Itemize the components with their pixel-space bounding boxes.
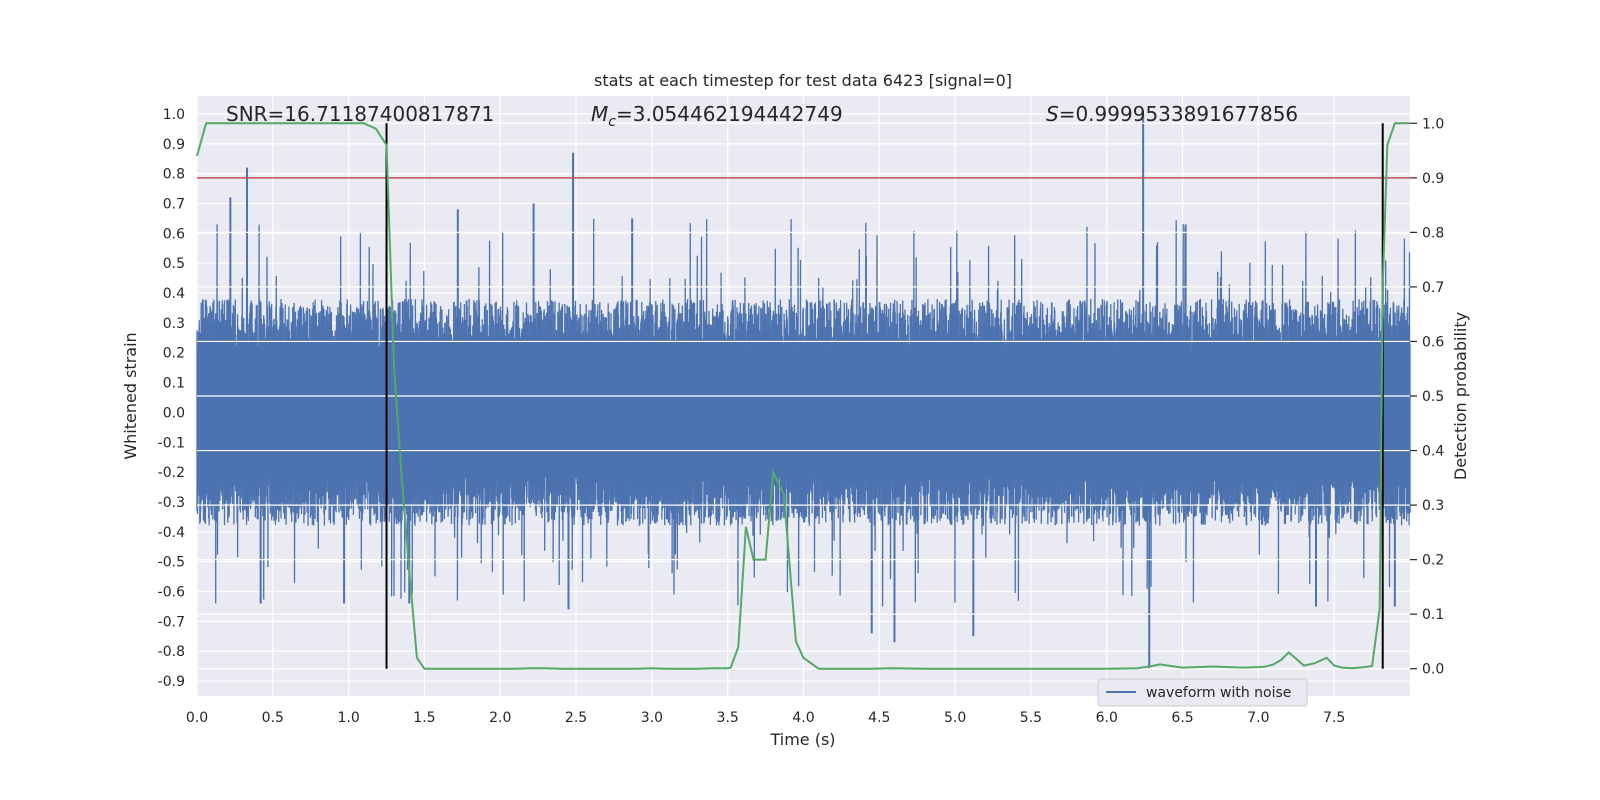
x-tick-label-1: 0.5 xyxy=(262,710,284,726)
right-tick-label-2: 0.8 xyxy=(1422,225,1444,241)
left-tick-label-15: -0.5 xyxy=(158,555,185,571)
chirp-mass-annotation: Mc=3.054462194442749 xyxy=(591,102,843,130)
right-tick-label-10: 0.0 xyxy=(1422,662,1444,678)
snr-annotation: SNR=16.71187400817871 xyxy=(226,102,494,126)
left-tick-label-4: 0.6 xyxy=(163,226,185,242)
left-tick-label-18: -0.8 xyxy=(158,644,185,660)
waveform-line xyxy=(196,218,1411,607)
legend-box xyxy=(1097,678,1308,707)
right-tick-label-9: 0.1 xyxy=(1422,607,1444,623)
s-symbol: S xyxy=(1046,102,1059,126)
s-annotation: S=0.9999533891677856 xyxy=(1046,102,1298,126)
left-tick-label-16: -0.6 xyxy=(158,585,185,601)
right-tick-label-5: 0.5 xyxy=(1422,389,1444,405)
chirp-mass-symbol: M xyxy=(591,102,608,126)
right-y-axis-label: Detection probability xyxy=(1451,312,1470,480)
left-tick-label-7: 0.3 xyxy=(163,316,185,332)
x-tick-label-4: 2.0 xyxy=(489,710,511,726)
left-tick-label-10: 0.0 xyxy=(163,405,185,421)
vertical-markers xyxy=(385,123,1384,669)
x-tick-label-13: 6.5 xyxy=(1171,710,1193,726)
x-tick-label-8: 4.0 xyxy=(792,710,814,726)
legend-label: waveform with noise xyxy=(1146,685,1291,701)
right-tick-label-0: 1.0 xyxy=(1422,116,1444,132)
right-tick-label-7: 0.3 xyxy=(1422,498,1444,514)
x-axis-ticks: 0.0 0.5 1.0 1.5 2.0 2.5 3.0 3.5 4.0 4.5 5.0 5.5 6.0 6… xyxy=(186,710,1345,726)
x-tick-label-5: 2.5 xyxy=(565,710,587,726)
left-tick-label-17: -0.7 xyxy=(158,614,185,630)
left-tick-label-11: -0.1 xyxy=(158,435,185,451)
right-tick-label-3: 0.7 xyxy=(1422,280,1444,296)
left-tick-label-14: -0.4 xyxy=(158,525,185,541)
left-tick-label-13: -0.3 xyxy=(158,495,185,511)
right-tick-label-6: 0.4 xyxy=(1422,444,1444,460)
x-tick-label-7: 3.5 xyxy=(717,710,739,726)
right-tick-label-4: 0.6 xyxy=(1422,334,1444,350)
left-tick-label-2: 0.8 xyxy=(163,167,185,183)
x-tick-label-12: 6.0 xyxy=(1096,710,1118,726)
x-tick-label-10: 5.0 xyxy=(944,710,966,726)
x-axis-label: Time (s) xyxy=(769,730,835,749)
left-tick-label-5: 0.5 xyxy=(163,256,185,272)
left-y-axis-label: Whitened strain xyxy=(121,332,140,459)
x-tick-label-15: 7.5 xyxy=(1323,710,1345,726)
left-tick-label-0: 1.0 xyxy=(163,107,185,123)
left-tick-label-3: 0.7 xyxy=(163,196,185,212)
x-tick-label-3: 1.5 xyxy=(413,710,435,726)
x-tick-label-14: 7.0 xyxy=(1247,710,1269,726)
x-tick-label-9: 4.5 xyxy=(868,710,890,726)
x-tick-label-0: 0.0 xyxy=(186,710,208,726)
left-axis-ticks: 1.0 0.9 0.8 0.7 0.6 0.5 0.4 0.3 0.2 0.1 0.0 -0.1 -0.… xyxy=(158,107,185,690)
right-tick-label-1: 0.9 xyxy=(1422,171,1444,187)
s-value: =0.9999533891677856 xyxy=(1059,102,1298,126)
right-tick-label-8: 0.2 xyxy=(1422,553,1444,569)
left-tick-label-8: 0.2 xyxy=(163,346,185,362)
chirp-mass-value: =3.054462194442749 xyxy=(616,102,843,126)
left-tick-label-6: 0.4 xyxy=(163,286,185,302)
left-tick-label-12: -0.2 xyxy=(158,465,185,481)
detection-probability-line xyxy=(196,122,1410,670)
chart-title: stats at each timestep for test data 642… xyxy=(594,71,1012,90)
x-tick-label-11: 5.5 xyxy=(1020,710,1042,726)
legend: waveform with noise xyxy=(1097,678,1308,707)
chirp-mass-subscript: c xyxy=(608,114,616,130)
x-tick-label-2: 1.0 xyxy=(337,710,359,726)
x-tick-label-6: 3.0 xyxy=(641,710,663,726)
waveform-series xyxy=(196,113,1411,670)
left-tick-label-1: 0.9 xyxy=(163,137,185,153)
left-tick-label-9: 0.1 xyxy=(163,376,185,392)
left-tick-label-19: -0.9 xyxy=(158,674,185,690)
right-axis-ticks: 1.0 0.9 0.8 0.7 0.6 0.5 0.4 0.3 0.2 0.1 0.0 xyxy=(1410,116,1444,678)
